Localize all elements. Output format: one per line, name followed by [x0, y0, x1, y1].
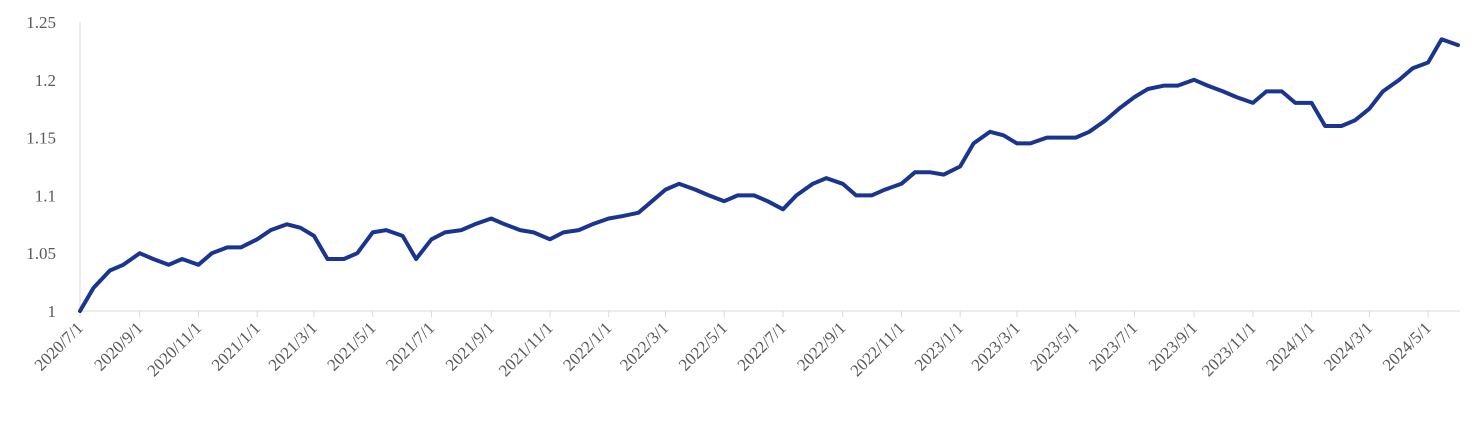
x-tick-label: 2022/7/1: [734, 318, 790, 374]
x-tick-label: 2021/7/1: [382, 318, 438, 374]
x-tick-label: 2024/5/1: [1379, 318, 1435, 374]
x-tick-label: 2020/7/1: [31, 318, 87, 374]
y-tick-label: 1.1: [35, 186, 56, 205]
x-tick-label: 2022/9/1: [793, 318, 849, 374]
x-tick-label: 2023/1/1: [911, 318, 967, 374]
x-tick-label: 2021/5/1: [323, 318, 379, 374]
x-tick-label: 2023/9/1: [1145, 318, 1201, 374]
x-tick-label: 2022/3/1: [616, 318, 672, 374]
x-tick-label: 2021/1/1: [208, 318, 264, 374]
y-tick-label: 1.15: [26, 129, 56, 148]
x-tick-label: 2020/11/1: [144, 318, 206, 380]
x-tick-label: 2022/11/1: [846, 318, 908, 380]
x-tick-label: 2023/11/1: [1198, 318, 1260, 380]
x-tick-label: 2020/9/1: [90, 318, 146, 374]
x-tick-label: 2022/1/1: [559, 318, 615, 374]
line: [78, 37, 1460, 313]
y-tick-label: 1.25: [26, 13, 56, 32]
x-tick-label: 2021/9/1: [442, 318, 498, 374]
y-tick-label: 1.05: [26, 244, 56, 263]
x-tick-label: 2023/3/1: [968, 318, 1024, 374]
x-tick-label: 2022/5/1: [675, 318, 731, 374]
y-tick-label: 1.2: [35, 71, 56, 90]
x-tick-label: 2021/3/1: [265, 318, 321, 374]
x-tick-label: 2021/11/1: [495, 318, 557, 380]
x-tick-label: 2024/3/1: [1320, 318, 1376, 374]
x-tick-label: 2024/1/1: [1262, 318, 1318, 374]
x-tick-label: 2023/7/1: [1085, 318, 1141, 374]
x-tick-label: 2023/5/1: [1026, 318, 1082, 374]
y-tick-label: 1: [48, 302, 57, 321]
